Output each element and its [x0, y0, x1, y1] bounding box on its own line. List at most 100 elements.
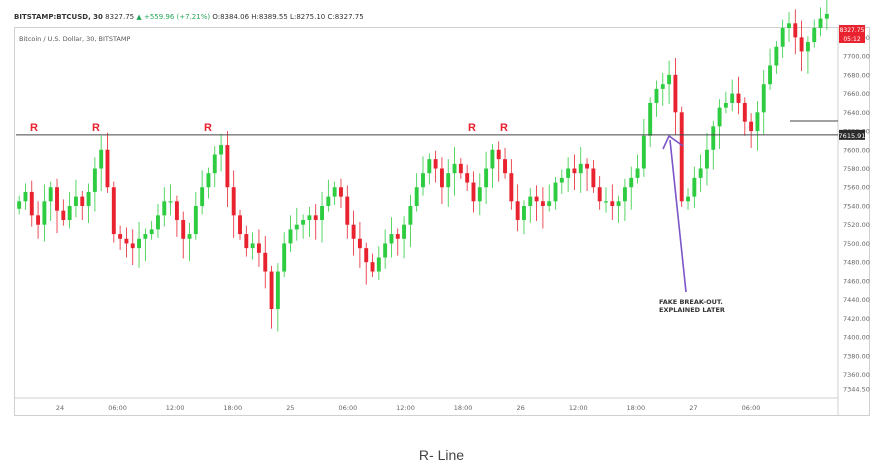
candle-body — [692, 177, 697, 197]
candle-body — [181, 220, 186, 239]
candle-body — [780, 28, 785, 47]
y-tick-label: 7420.00 — [843, 315, 870, 323]
candle-body — [629, 177, 634, 188]
current-time-text: 05:12 — [843, 36, 860, 43]
price-label: 8327.75 — [105, 13, 135, 21]
y-tick-label: 7480.00 — [843, 259, 870, 267]
candle-body — [345, 196, 350, 225]
candle-body — [92, 168, 97, 192]
x-tick-label: 12:00 — [569, 404, 588, 412]
candle-body — [307, 215, 312, 221]
candle-body — [269, 271, 274, 310]
candle-body — [667, 74, 672, 85]
y-tick-label: 7400.00 — [843, 334, 870, 342]
candle-body — [130, 243, 135, 249]
candle-body — [774, 46, 779, 66]
current-price-badge — [839, 25, 865, 43]
candle-body — [238, 215, 242, 235]
candle-body — [55, 187, 59, 211]
candle-body — [812, 28, 817, 43]
candle-body — [787, 23, 791, 28]
resistance-price-badge — [839, 129, 865, 140]
candle-body — [749, 121, 754, 132]
candle-body — [99, 149, 104, 169]
candle-body — [288, 229, 293, 244]
candle-body — [622, 187, 627, 202]
annotation-text: EXPLAINED LATER — [659, 306, 725, 314]
candle-body — [67, 205, 72, 221]
candle-body — [219, 145, 224, 155]
y-tick-label: 7460.00 — [843, 277, 870, 285]
candle-body — [162, 201, 167, 216]
y-tick-label: 7344.50 — [843, 386, 870, 394]
candle-body — [118, 234, 123, 239]
x-tick-label: 18:00 — [454, 404, 473, 412]
candle-body — [768, 65, 773, 85]
candle-body — [42, 201, 47, 225]
candle-body — [572, 168, 577, 174]
y-tick-label: 7360.00 — [843, 371, 870, 379]
candle-body — [465, 173, 470, 183]
symbol-info-bar: BITSTAMP:BTCUSD, 30 8327.75 ▲ +559.96 (+… — [14, 13, 364, 21]
candle-body — [143, 234, 148, 239]
candle-body — [105, 149, 110, 188]
x-tick-label: 12:00 — [396, 404, 415, 412]
y-tick-label: 7600.00 — [843, 146, 870, 154]
candle-body — [256, 243, 261, 253]
candle-body — [174, 201, 179, 221]
candle-body — [408, 205, 413, 225]
x-tick-label: 18:00 — [223, 404, 242, 412]
y-tick-label: 7640.00 — [843, 109, 870, 117]
r-label: R — [30, 122, 38, 134]
candle-body — [231, 187, 236, 216]
candle-body — [389, 234, 394, 244]
candle-body — [736, 93, 741, 103]
candle-body — [383, 243, 388, 258]
candle-body — [187, 234, 192, 239]
candle-body — [282, 243, 287, 272]
candle-body — [29, 191, 34, 216]
ohlc-label: O:8384.06 H:8389.55 L:8275.10 C:8327.75 — [212, 13, 364, 21]
candle-body — [522, 205, 526, 221]
candle-body — [73, 196, 78, 206]
candle-body — [326, 196, 331, 206]
r-label: R — [468, 122, 476, 134]
candle-body — [212, 154, 217, 174]
candle-body — [824, 13, 829, 19]
x-tick-label: 24 — [56, 404, 64, 412]
candle-body — [547, 201, 552, 206]
candle-body — [704, 149, 709, 169]
candle-body — [80, 196, 85, 206]
candle-body — [263, 252, 268, 272]
candle-body — [357, 238, 362, 249]
candle-body — [23, 191, 28, 202]
y-tick-label: 7580.00 — [843, 165, 870, 173]
candle-body — [364, 248, 369, 263]
candle-body — [654, 88, 659, 103]
candle-body — [433, 159, 438, 169]
candle-body — [61, 210, 66, 221]
candle-body — [351, 224, 356, 239]
r-label: R — [500, 122, 508, 134]
candle-body — [402, 224, 407, 239]
chart-area[interactable] — [14, 27, 870, 416]
candle-body — [679, 112, 684, 202]
candle-body — [124, 238, 129, 244]
candle-body — [86, 191, 91, 206]
candle-body — [534, 196, 539, 202]
candle-body — [553, 182, 558, 202]
candle-body — [36, 215, 41, 225]
candle-body — [168, 201, 173, 203]
candle-body — [717, 107, 722, 127]
annotation-arrow-line — [669, 139, 687, 293]
candle-body — [799, 37, 804, 52]
candle-body — [301, 220, 306, 225]
candle-body — [761, 84, 766, 113]
x-tick-label: 26 — [517, 404, 525, 412]
candle-body — [156, 215, 160, 230]
candle-body — [376, 257, 381, 272]
candle-body — [421, 173, 425, 188]
candle-body — [439, 168, 444, 188]
candle-body — [818, 18, 823, 28]
